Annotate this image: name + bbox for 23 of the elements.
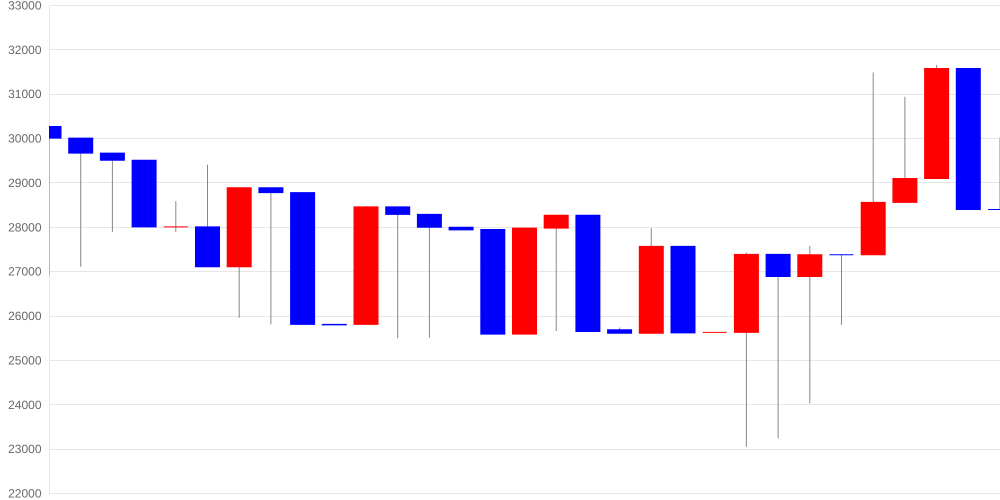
y-tick-label: 25000 <box>8 353 42 368</box>
y-tick-label: 22000 <box>8 486 42 500</box>
candlestick <box>100 152 125 233</box>
candlestick <box>544 214 569 332</box>
candlestick <box>416 214 442 338</box>
candlestick <box>258 187 284 325</box>
y-tick-label: 27000 <box>8 264 42 279</box>
y-tick-label: 26000 <box>8 309 42 324</box>
candlestick <box>68 138 94 268</box>
y-tick-label: 24000 <box>8 398 42 412</box>
y-tick-label: 30000 <box>8 132 42 146</box>
candlestick <box>163 200 188 233</box>
candlestick <box>797 245 822 404</box>
candlestick <box>766 254 791 439</box>
y-tick-label: 23000 <box>8 442 42 456</box>
candlestick <box>385 206 410 339</box>
y-tick-label: 31000 <box>8 87 42 102</box>
candlestick <box>892 96 918 203</box>
y-tick-label: 32000 <box>8 42 42 57</box>
y-tick-label: 28000 <box>8 220 42 234</box>
y-tick-label: 33000 <box>8 0 42 12</box>
candlestick <box>829 254 854 326</box>
y-tick-label: 29000 <box>8 176 42 190</box>
